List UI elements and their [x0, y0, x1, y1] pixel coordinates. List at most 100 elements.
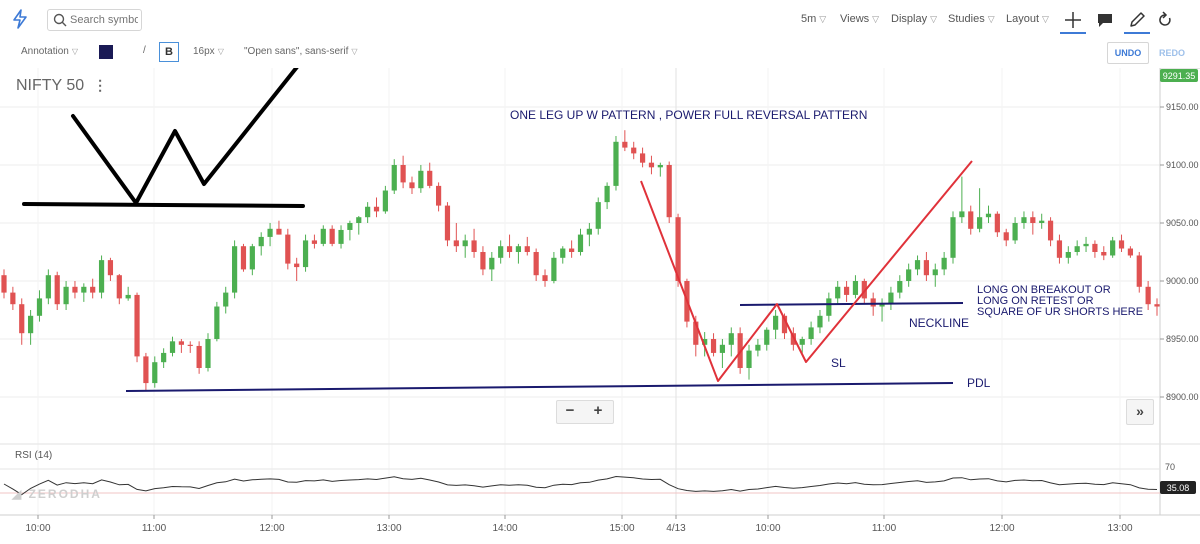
candle — [719, 339, 726, 368]
undo-button[interactable]: UNDO — [1107, 42, 1149, 64]
candle — [471, 228, 477, 258]
views-label: Views — [840, 13, 870, 25]
candle — [356, 216, 362, 235]
time-tick-label: 14:00 — [492, 523, 517, 534]
kite-logo-icon[interactable] — [10, 8, 30, 30]
annotation-color-swatch[interactable] — [99, 45, 113, 59]
candle — [365, 202, 371, 223]
interval-label: 5m — [801, 13, 817, 25]
candle-body — [1118, 240, 1125, 249]
candle-body — [852, 281, 859, 295]
candle-body — [81, 286, 87, 293]
candle — [276, 220, 282, 235]
candle — [1074, 240, 1080, 256]
font-size-dropdown[interactable]: 16px ▽ — [193, 46, 224, 57]
candle — [710, 333, 717, 357]
zerodha-watermark: ◢ ZERODHA — [12, 487, 102, 501]
time-axis: 10:00 11:00 12:00 13:00 14:00 15:00 4/13 10:00 1… — [25, 515, 1133, 534]
candle-body — [240, 246, 247, 270]
candle — [98, 255, 105, 299]
candle — [400, 155, 406, 189]
candle-body — [613, 141, 619, 186]
display-menu[interactable]: Display ▽ — [891, 13, 937, 25]
candle — [799, 336, 805, 353]
time-tick-label: 15:00 — [609, 523, 634, 534]
candle-body — [790, 333, 796, 345]
views-menu[interactable]: Views ▽ — [840, 13, 879, 25]
font-family-dropdown[interactable]: "Open sans", sans-serif ▽ — [244, 46, 358, 57]
rsi-study-label[interactable]: RSI (14) — [15, 450, 53, 461]
italic-toggle[interactable]: / — [143, 45, 146, 56]
candle-body — [302, 240, 309, 268]
redo-button[interactable]: REDO — [1158, 48, 1185, 58]
candle — [1083, 236, 1089, 252]
symbol-title[interactable]: NIFTY 50 ⋮ — [16, 77, 107, 95]
candle-body — [134, 294, 140, 357]
candle — [533, 248, 539, 281]
candle — [63, 281, 69, 310]
interval-dropdown[interactable]: 5m ▽ — [801, 13, 826, 25]
candle — [790, 327, 796, 351]
candle-body — [232, 246, 238, 293]
candle-body — [347, 223, 353, 230]
candle — [817, 310, 823, 334]
candle-body — [294, 263, 300, 268]
candle-body — [604, 185, 610, 203]
refresh-button[interactable] — [1152, 8, 1178, 32]
studies-menu[interactable]: Studies ▽ — [948, 13, 995, 25]
chevron-down-icon: ▽ — [872, 14, 880, 24]
layout-menu[interactable]: Layout ▽ — [1006, 13, 1049, 25]
candle — [1021, 211, 1027, 229]
search-input[interactable] — [70, 12, 138, 28]
candle-body — [959, 211, 965, 218]
candle-body — [914, 260, 921, 270]
scroll-to-latest-button[interactable]: » — [1126, 399, 1154, 425]
candle-body — [639, 153, 646, 163]
candle-body — [631, 147, 637, 154]
candle — [462, 234, 468, 258]
more-options-icon[interactable]: ⋮ — [93, 77, 108, 93]
candle — [1118, 234, 1125, 252]
candle — [622, 130, 628, 152]
candle-body — [1092, 243, 1098, 252]
price-chart[interactable]: 9150.00 9100.00 9050.00 9000.00 8950.00 8900.… — [0, 68, 1200, 544]
chevron-down-icon: ▽ — [351, 47, 358, 56]
candle-body — [28, 315, 34, 334]
candle — [843, 281, 850, 302]
candle-body — [72, 286, 78, 293]
draw-button[interactable] — [1124, 8, 1150, 34]
time-tick-label: 10:00 — [25, 523, 50, 534]
candle — [941, 252, 947, 276]
candle-body — [19, 304, 25, 334]
candle-body — [285, 234, 291, 264]
crosshair-button[interactable] — [1060, 8, 1086, 34]
candle-body — [1136, 255, 1142, 287]
comment-icon — [1098, 14, 1112, 27]
candle-body — [551, 257, 557, 281]
candle-body — [968, 211, 974, 229]
candle-body — [1127, 248, 1133, 256]
candle-body — [1145, 286, 1151, 305]
candle-body — [45, 275, 51, 299]
annotation-dropdown[interactable]: Annotation ▽ — [21, 46, 78, 57]
candle — [826, 292, 832, 322]
zoom-out-button[interactable]: − — [565, 402, 575, 419]
candle — [444, 202, 451, 247]
bold-button[interactable]: B — [159, 42, 179, 62]
annotation-label: Annotation — [21, 46, 69, 57]
candle-body — [249, 246, 255, 270]
candle — [914, 255, 921, 276]
candle — [728, 327, 734, 357]
candle-body — [994, 213, 1000, 233]
zoom-in-button[interactable]: + — [593, 402, 603, 419]
symbol-search[interactable] — [47, 9, 142, 31]
candle — [232, 240, 238, 299]
candle — [950, 211, 956, 264]
hand-drawn-w-sketch — [22, 68, 305, 208]
candle-body — [586, 228, 592, 235]
candle — [143, 352, 149, 392]
candle-body — [258, 236, 264, 247]
time-tick-label: 10:00 — [755, 523, 780, 534]
candle — [542, 269, 548, 287]
comment-button[interactable] — [1092, 8, 1118, 32]
